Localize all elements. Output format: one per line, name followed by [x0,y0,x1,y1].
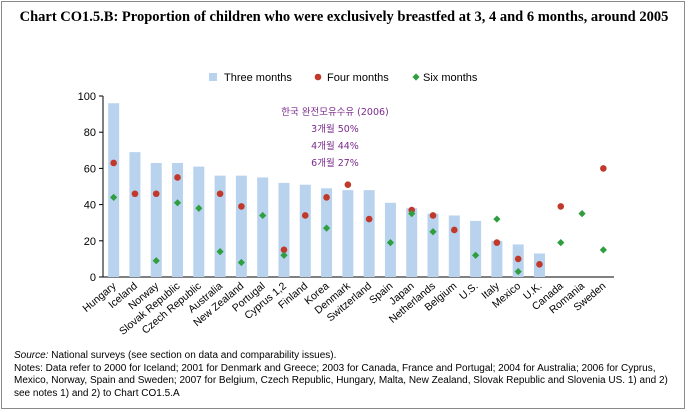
bar-three-months [257,177,269,277]
marker-six-months [280,251,288,259]
bar-three-months [342,190,354,277]
marker-four-months [600,165,607,172]
marker-six-months [557,239,565,247]
marker-six-months [195,204,203,212]
marker-six-months [237,258,245,267]
notes-text: Notes: Data refer to 2000 for Iceland; 2… [14,362,668,399]
marker-four-months [557,203,565,210]
chart-notes: Source: National surveys (see section on… [14,350,678,400]
legend-swatch-six-months [412,73,420,81]
chart-title: Chart CO1.5.B: Proportion of children wh… [19,9,669,25]
marker-four-months [344,181,352,188]
y-tick-label: 20 [84,236,96,248]
annotation-line-6m: 6개월 27% [311,158,359,169]
marker-six-months [599,246,607,254]
annotation-line-3m: 3개월 50% [311,124,359,135]
marker-four-months [152,190,160,198]
marker-four-months [365,215,373,223]
bar-three-months [448,215,460,277]
bar-three-months [427,213,439,277]
bar-three-months [108,103,120,278]
marker-four-months [110,159,117,167]
marker-six-months [472,251,480,259]
annotation-line-4m: 4개월 44% [311,141,359,152]
bar-three-months [172,162,184,277]
marker-six-months [110,193,118,201]
marker-four-months [408,206,416,214]
source-text: National surveys (see section on data an… [48,350,337,361]
marker-four-months [131,190,139,198]
marker-six-months [259,211,267,220]
marker-six-months [152,257,160,265]
bar-three-months [470,220,482,277]
bar-three-months [129,152,141,277]
bar-three-months [193,166,205,277]
marker-six-months [514,267,522,276]
legend-swatch-three-months [209,73,217,81]
source-label: Source: [14,350,49,361]
annotation-heading: 한국 완전모유수유 (2006) [281,107,389,118]
y-tick-label: 80 [84,127,96,139]
bar-three-months [406,208,418,277]
y-tick-label: 0 [90,272,96,284]
marker-four-months [493,239,501,246]
marker-four-months [174,174,181,181]
marker-four-months [238,203,245,210]
legend-swatch-four-months [314,73,322,81]
legend-label-three-months: Three months [224,72,292,84]
source-line: Source: National surveys (see section on… [14,350,678,363]
marker-four-months [429,212,437,219]
x-tick-label: U.S. [457,280,480,302]
marker-six-months [216,248,224,256]
y-tick-label: 40 [84,200,96,212]
marker-six-months [322,224,331,232]
legend-label-six-months: Six months [423,72,478,84]
marker-four-months [451,226,458,234]
bar-three-months [299,184,311,277]
bar-three-months [278,182,290,277]
marker-six-months [578,210,586,218]
marker-four-months [216,190,224,198]
marker-six-months [493,215,501,223]
bar-three-months [235,175,247,277]
marker-four-months [301,212,309,219]
marker-four-months [536,261,543,268]
marker-six-months [173,199,182,207]
marker-six-months [386,239,395,247]
bar-three-months [321,188,333,277]
y-tick-label: 100 [78,91,96,103]
legend-label-four-months: Four months [327,72,389,84]
marker-four-months [323,194,330,201]
marker-six-months [429,228,437,236]
marker-six-months [408,210,416,218]
marker-four-months [280,246,288,254]
bar-three-months [491,240,503,277]
y-tick-label: 60 [84,163,96,175]
bar-three-months [150,162,162,277]
marker-four-months [514,255,522,263]
bar-three-months [214,175,226,277]
bar-three-months [363,190,375,277]
